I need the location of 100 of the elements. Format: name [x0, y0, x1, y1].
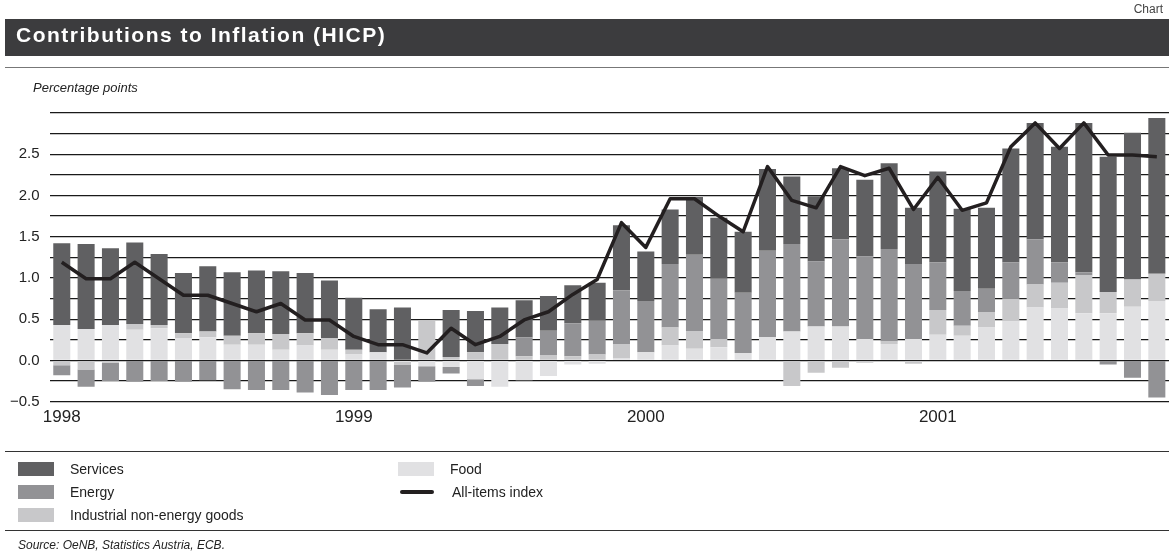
text: Chart — [1133, 2, 1163, 16]
bar — [880, 341, 898, 344]
bar — [953, 291, 971, 326]
bar — [661, 263, 679, 328]
bar — [588, 282, 606, 321]
bar — [126, 242, 144, 325]
x-tick-label: 1999 — [334, 407, 373, 427]
bar — [369, 360, 387, 391]
bar — [320, 338, 338, 350]
bar — [807, 261, 825, 327]
x-tick-label: 2000 — [626, 407, 665, 427]
bar — [710, 347, 728, 360]
bar — [1099, 313, 1117, 360]
bar — [612, 225, 630, 291]
bar — [272, 360, 290, 391]
bar — [539, 330, 557, 356]
bar — [953, 208, 971, 292]
bar — [223, 335, 241, 345]
bar — [977, 288, 996, 313]
bar — [345, 297, 363, 350]
bar — [904, 360, 923, 364]
bar — [247, 333, 265, 345]
bar — [880, 343, 898, 360]
bar — [588, 354, 606, 360]
bar — [345, 360, 363, 391]
bar — [199, 266, 217, 332]
bar — [442, 357, 460, 360]
bar — [466, 379, 484, 386]
bar — [174, 333, 192, 339]
bar — [1075, 122, 1093, 273]
bar — [929, 334, 947, 360]
bar — [345, 354, 363, 360]
bar — [1026, 122, 1044, 240]
bar — [1002, 321, 1020, 360]
y-tick-label: 1.0 — [18, 268, 40, 286]
bar — [272, 333, 290, 350]
x-tick-label: 1998 — [42, 407, 81, 427]
bar — [320, 360, 338, 395]
bar — [856, 179, 874, 257]
bar — [758, 250, 776, 338]
bar — [977, 207, 996, 289]
bar — [734, 231, 752, 293]
bar — [807, 360, 825, 373]
bar — [904, 207, 923, 264]
bar — [77, 244, 95, 330]
bar — [150, 254, 168, 325]
bar — [685, 348, 703, 360]
bar — [53, 360, 71, 366]
legend-label: Energy — [70, 483, 115, 500]
legend-label: Industrial non-energy goods — [70, 506, 244, 523]
y-tick-label: 0.0 — [18, 350, 40, 368]
bar — [320, 280, 338, 339]
bar — [223, 272, 241, 336]
bar — [101, 324, 119, 360]
bar — [1002, 262, 1020, 299]
legend-label: Services — [70, 460, 124, 477]
legend-label: All-items index — [452, 483, 544, 500]
bar — [1026, 284, 1044, 308]
bar — [612, 290, 630, 344]
bar — [1123, 306, 1142, 360]
y-tick-label: 0.5 — [18, 309, 40, 327]
bar — [710, 338, 728, 348]
bar — [783, 360, 801, 386]
bar — [564, 356, 582, 360]
bar — [150, 328, 168, 360]
bar — [831, 168, 849, 240]
bar — [1050, 308, 1069, 360]
bar — [661, 327, 679, 346]
bar — [758, 337, 776, 360]
bar — [1002, 298, 1020, 322]
bar — [588, 320, 606, 355]
bar — [1148, 117, 1166, 274]
bar — [393, 364, 411, 388]
bar — [783, 331, 801, 360]
bar — [977, 312, 996, 328]
bar — [637, 352, 655, 360]
bar — [1075, 313, 1093, 360]
bar — [1099, 291, 1117, 314]
y-tick-label: 1.5 — [18, 226, 40, 244]
bar — [442, 310, 460, 358]
bar — [807, 326, 825, 360]
bar — [515, 337, 533, 357]
bar — [174, 338, 192, 360]
bar — [199, 337, 217, 360]
source-note: Source: OeNB, Statistics Austria, ECB. — [18, 538, 225, 552]
bar — [150, 360, 168, 381]
bar — [77, 329, 95, 360]
bar — [466, 310, 484, 353]
bar — [880, 249, 898, 342]
bar — [953, 325, 971, 336]
bar — [77, 360, 95, 370]
bar — [101, 362, 119, 381]
bar — [174, 272, 192, 334]
bar — [247, 270, 265, 334]
bar — [223, 344, 241, 360]
bar — [904, 263, 923, 339]
bar — [539, 355, 557, 360]
chart-title: Contributions to Inflation (HICP) — [16, 23, 387, 47]
bar — [1123, 279, 1142, 307]
bar — [831, 360, 849, 368]
